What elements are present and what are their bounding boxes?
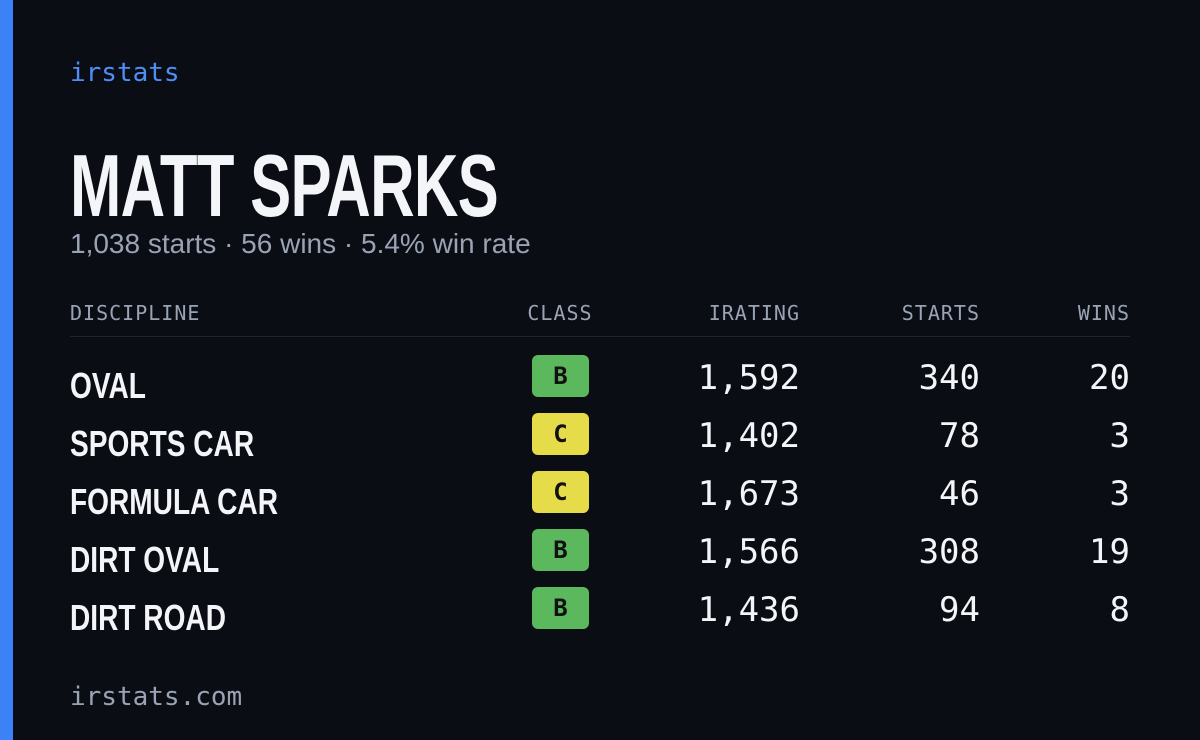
stat-value: 1,592 — [697, 358, 800, 398]
column-header: DISCIPLINE — [70, 301, 201, 325]
stat-value: 1,436 — [697, 590, 800, 630]
stat-value: 8 — [1109, 590, 1130, 630]
stat-value: 3 — [1109, 416, 1130, 456]
class-badge: B — [532, 529, 589, 571]
column-header: IRATING — [708, 301, 800, 325]
stat-value: 78 — [939, 416, 980, 456]
stat-value: 20 — [1089, 358, 1130, 398]
stat-value: 94 — [939, 590, 980, 630]
column-header: CLASS — [527, 301, 593, 325]
footer: irstats.com — [70, 682, 243, 712]
discipline: OVAL — [70, 365, 146, 406]
header-rule — [70, 336, 1130, 337]
class-badge: B — [532, 587, 589, 629]
stat-value: 1,402 — [697, 416, 800, 456]
stat-value: 340 — [918, 358, 980, 398]
accent-bar — [0, 0, 13, 740]
column-header: WINS — [1077, 301, 1130, 325]
class-badge: B — [532, 355, 589, 397]
discipline: FORMULA CAR — [70, 481, 278, 522]
discipline: DIRT ROAD — [70, 597, 226, 638]
stat-value: 19 — [1089, 532, 1130, 572]
stat-value: 1,566 — [697, 532, 800, 572]
brand: irstats — [70, 58, 180, 88]
stat-value: 1,673 — [697, 474, 800, 514]
stat-value: 3 — [1109, 474, 1130, 514]
discipline: SPORTS CAR — [70, 423, 255, 464]
stat-value: 308 — [918, 532, 980, 572]
discipline: DIRT OVAL — [70, 539, 220, 580]
stat-value: 46 — [939, 474, 980, 514]
driver-name: MATT SPARKS — [70, 136, 499, 235]
class-badge: C — [532, 471, 589, 513]
summary: 1,038 starts · 56 wins · 5.4% win rate — [70, 228, 531, 259]
column-header: STARTS — [901, 301, 980, 325]
class-badge: C — [532, 413, 589, 455]
